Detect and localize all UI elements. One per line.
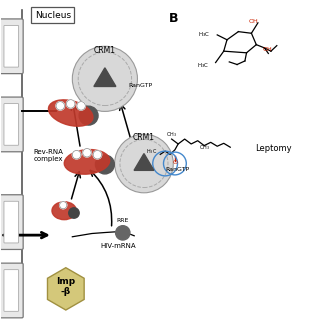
FancyBboxPatch shape (0, 263, 23, 318)
Circle shape (115, 134, 173, 193)
Circle shape (66, 100, 75, 108)
Text: B: B (168, 12, 178, 25)
Ellipse shape (95, 155, 114, 174)
Circle shape (72, 150, 81, 159)
Circle shape (93, 150, 102, 159)
Text: CH$_3$: CH$_3$ (166, 130, 177, 139)
Polygon shape (134, 154, 154, 170)
Text: Leptomy: Leptomy (255, 144, 291, 153)
FancyBboxPatch shape (0, 97, 23, 152)
FancyBboxPatch shape (4, 201, 19, 243)
Text: CH$_3$: CH$_3$ (199, 144, 210, 152)
Polygon shape (47, 268, 84, 310)
Ellipse shape (79, 106, 98, 125)
FancyBboxPatch shape (0, 195, 23, 250)
Text: OH: OH (248, 19, 258, 24)
Circle shape (69, 208, 79, 218)
Text: CRM1: CRM1 (94, 46, 116, 55)
FancyBboxPatch shape (0, 19, 23, 74)
Ellipse shape (52, 202, 77, 220)
Text: H$_3$C: H$_3$C (146, 147, 157, 156)
FancyBboxPatch shape (4, 270, 19, 311)
Text: OH: OH (263, 47, 273, 52)
FancyBboxPatch shape (4, 26, 19, 67)
Text: Nucleus: Nucleus (35, 11, 71, 20)
Circle shape (116, 226, 130, 240)
Circle shape (60, 202, 67, 209)
Text: HIV-mRNA: HIV-mRNA (100, 243, 136, 249)
Text: Rev-RNA
complex: Rev-RNA complex (33, 148, 63, 162)
Text: Imp
-β: Imp -β (56, 277, 76, 296)
Text: RanGTP: RanGTP (165, 167, 189, 172)
Ellipse shape (64, 149, 110, 174)
Circle shape (72, 46, 137, 112)
Text: H$_3$C: H$_3$C (197, 61, 209, 70)
Text: CRM1: CRM1 (133, 133, 155, 142)
FancyBboxPatch shape (4, 104, 19, 145)
Circle shape (77, 102, 85, 110)
Circle shape (56, 102, 64, 110)
Text: RanGTP: RanGTP (128, 83, 152, 88)
Text: H$_3$C: H$_3$C (198, 30, 211, 39)
Circle shape (83, 148, 91, 157)
Ellipse shape (48, 100, 93, 126)
Polygon shape (94, 68, 116, 86)
Text: O: O (172, 160, 177, 165)
Text: RRE: RRE (117, 218, 129, 223)
